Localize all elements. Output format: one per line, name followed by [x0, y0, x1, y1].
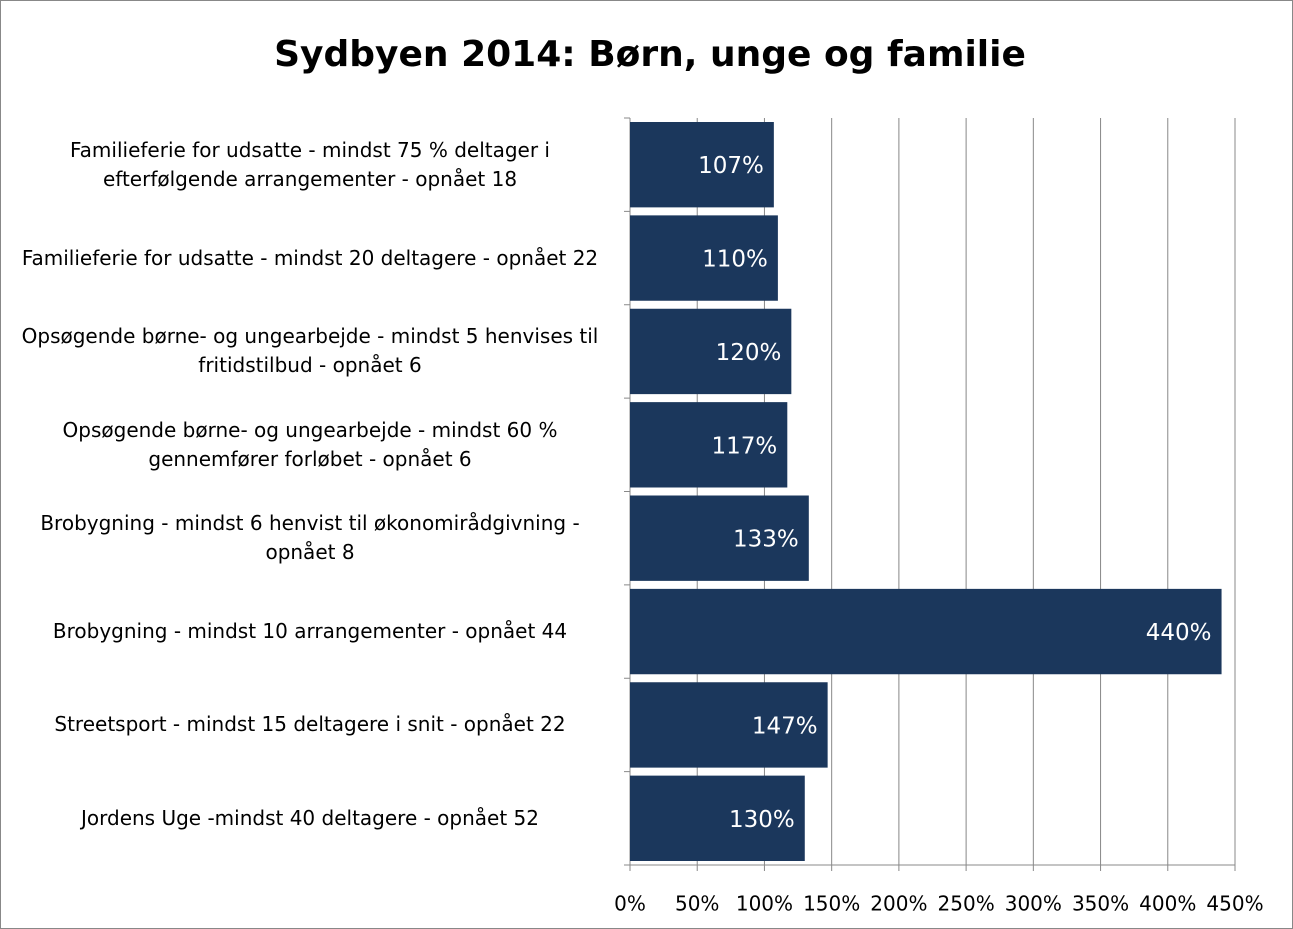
y-tick-label: Brobygning - mindst 10 arrangementer - o… — [52, 619, 568, 644]
y-tick-label-box: Streetsport - mindst 15 deltagere i snit… — [54, 712, 566, 737]
y-tick-label: Familieferie for udsatte - mindst 20 del… — [21, 245, 599, 270]
data-label: 147% — [752, 713, 818, 739]
y-tick-label-box: Brobygning - mindst 6 henvist til økonom… — [40, 511, 580, 565]
x-tick-label: 100% — [736, 892, 793, 916]
y-tick-label: Brobygning - mindst 6 henvist til økonom… — [40, 511, 580, 565]
x-tick-label: 400% — [1139, 892, 1196, 916]
data-label: 117% — [712, 433, 778, 459]
y-tick-label: Jordens Uge -mindst 40 deltagere - opnåe… — [81, 805, 539, 830]
bar — [630, 775, 805, 861]
y-tick-label-box: Opsøgende børne- og ungearbejde - mindst… — [62, 417, 558, 471]
data-label: 110% — [702, 247, 768, 273]
x-tick-label: 250% — [938, 892, 995, 916]
x-tick-label: 200% — [870, 892, 927, 916]
bar — [630, 682, 828, 768]
data-label: 130% — [729, 807, 795, 833]
data-label: 440% — [1146, 620, 1212, 646]
bar — [630, 308, 792, 395]
y-tick-label: Streetsport - mindst 15 deltagere i snit… — [54, 712, 566, 737]
bar — [630, 122, 774, 208]
bar — [630, 402, 788, 488]
x-tick-label: 50% — [675, 892, 719, 916]
bar — [630, 495, 809, 581]
x-tick-label: 0% — [614, 892, 646, 916]
y-tick-label-box: Opsøgende børne- og ungearbejde - mindst… — [21, 324, 599, 378]
y-tick-label: Opsøgende børne- og ungearbejde - mindst… — [21, 324, 599, 378]
data-label: 107% — [698, 153, 764, 179]
y-tick-label: Opsøgende børne- og ungearbejde - mindst… — [62, 417, 558, 471]
data-label: 133% — [733, 527, 799, 553]
y-tick-label-box: Familieferie for udsatte - mindst 20 del… — [21, 245, 599, 270]
y-tick-label-box: Familieferie for udsatte - mindst 75 % d… — [70, 137, 550, 191]
x-tick-label: 450% — [1206, 892, 1263, 916]
x-tick-label: 350% — [1072, 892, 1129, 916]
x-tick-label: 150% — [803, 892, 860, 916]
x-tick-label: 300% — [1005, 892, 1062, 916]
bar — [630, 588, 1222, 675]
y-tick-label: Familieferie for udsatte - mindst 75 % d… — [70, 137, 550, 191]
y-tick-label-box: Jordens Uge -mindst 40 deltagere - opnåe… — [81, 805, 539, 830]
y-tick-label-box: Brobygning - mindst 10 arrangementer - o… — [52, 619, 568, 644]
data-label: 120% — [716, 340, 782, 366]
bar — [630, 215, 778, 301]
chart-title: Sydbyen 2014: Børn, unge og familie — [274, 34, 1026, 75]
